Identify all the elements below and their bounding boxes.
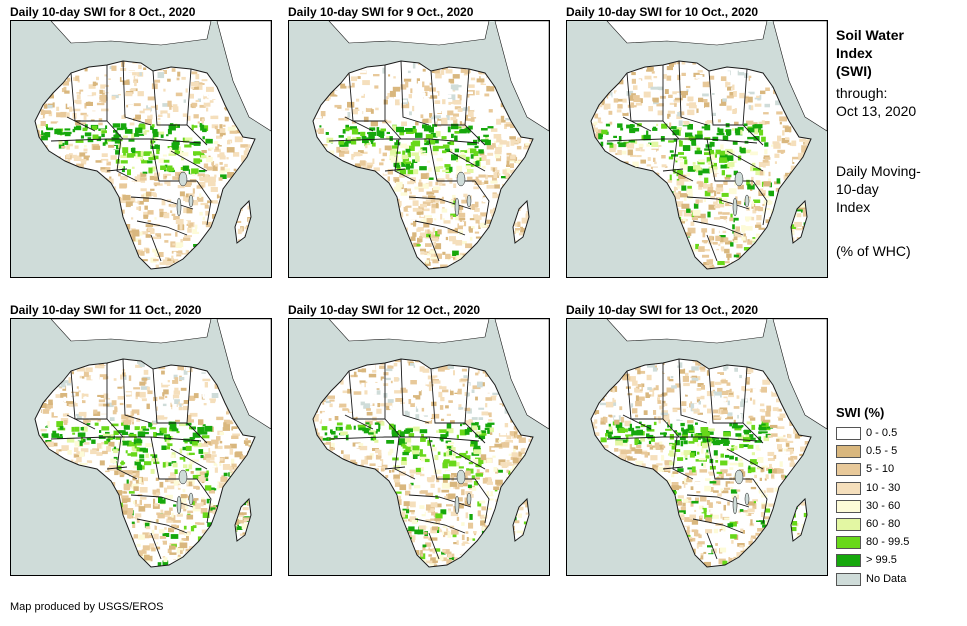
- index-title-line: Soil Water: [836, 27, 904, 43]
- legend-swatch: [836, 445, 861, 459]
- country-borders: [606, 358, 768, 560]
- legend-swatch: [836, 536, 861, 550]
- africa-swi-map: [288, 318, 550, 576]
- map-canvas: [11, 319, 271, 575]
- africa-swi-map: [10, 20, 272, 278]
- africa-swi-map: [10, 318, 272, 576]
- country-borders: [50, 60, 212, 262]
- units-label: (% of WHC): [836, 243, 911, 259]
- coastline: [312, 358, 534, 568]
- map-canvas: [289, 21, 549, 277]
- legend-label: No Data: [866, 572, 907, 585]
- madagascar-coastline: [512, 497, 530, 542]
- map-panel-oct-10: Daily 10-day SWI for 10 Oct., 2020: [566, 5, 828, 278]
- madagascar-coastline: [512, 199, 530, 244]
- europe-landmass: [606, 21, 768, 46]
- legend-label: 80 - 99.5: [866, 536, 910, 549]
- africa-swi-map: [566, 318, 828, 576]
- map-panel-oct-9: Daily 10-day SWI for 9 Oct., 2020: [288, 5, 550, 278]
- map-canvas: [11, 21, 271, 277]
- legend-label: 60 - 80: [866, 517, 901, 530]
- legend-title: SWI (%): [836, 405, 885, 420]
- coastline: [34, 358, 256, 568]
- panel-title: Daily 10-day SWI for 12 Oct., 2020: [288, 303, 481, 317]
- coastline: [590, 60, 812, 270]
- panel-title: Daily 10-day SWI for 8 Oct., 2020: [10, 5, 196, 19]
- through-date: Oct 13, 2020: [836, 103, 917, 119]
- arabia-landmass: [216, 319, 271, 430]
- legend-label: 5 - 10: [866, 463, 895, 476]
- map-panel-oct-12: Daily 10-day SWI for 12 Oct., 2020: [288, 303, 550, 576]
- legend-swatch: [836, 554, 861, 568]
- europe-landmass: [50, 21, 212, 46]
- legend-label: 30 - 60: [866, 499, 901, 512]
- map-panel-oct-11: Daily 10-day SWI for 11 Oct., 2020: [10, 303, 272, 576]
- description-line: 10-day: [836, 181, 879, 197]
- legend-label: > 99.5: [866, 554, 897, 567]
- europe-landmass: [50, 319, 212, 344]
- coastline: [590, 358, 812, 568]
- country-borders: [328, 358, 490, 560]
- legend-swatch: [836, 499, 861, 513]
- country-borders: [606, 60, 768, 262]
- index-title-line: (SWI): [836, 63, 872, 79]
- legend-label: 0 - 0.5: [866, 427, 898, 439]
- arabia-landmass: [772, 21, 827, 132]
- coastline: [34, 60, 256, 270]
- legend-label: 10 - 30: [866, 481, 901, 494]
- madagascar-coastline: [790, 497, 808, 542]
- legend-swatch: [836, 572, 861, 586]
- europe-landmass: [328, 319, 490, 344]
- map-canvas: [567, 21, 827, 277]
- index-title-line: Index: [836, 45, 873, 61]
- map-panel-oct-8: Daily 10-day SWI for 8 Oct., 2020: [10, 5, 272, 278]
- description-line: Daily Moving-: [836, 163, 921, 179]
- arabia-landmass: [494, 21, 549, 132]
- arabia-landmass: [772, 319, 827, 430]
- africa-swi-map: [288, 20, 550, 278]
- credit-footer: Map produced by USGS/EROS: [10, 601, 164, 613]
- map-canvas: [289, 319, 549, 575]
- madagascar-coastline: [234, 199, 252, 244]
- arabia-landmass: [494, 319, 549, 430]
- coastline: [312, 60, 534, 270]
- arabia-landmass: [216, 21, 271, 132]
- map-canvas: [567, 319, 827, 575]
- legend-swatch: [836, 517, 861, 531]
- madagascar-coastline: [790, 199, 808, 244]
- index-title: Soil Water Index (SWI): [836, 26, 904, 80]
- legend-label: 0.5 - 5: [866, 445, 898, 458]
- europe-landmass: [606, 319, 768, 344]
- panel-title: Daily 10-day SWI for 13 Oct., 2020: [566, 303, 759, 317]
- country-borders: [328, 60, 490, 262]
- africa-landmass: [591, 61, 811, 269]
- legend-swatch: [836, 463, 861, 477]
- europe-landmass: [328, 21, 490, 46]
- legend-swatch: [836, 481, 861, 495]
- legend-swatch: [836, 427, 861, 440]
- panel-title: Daily 10-day SWI for 10 Oct., 2020: [566, 5, 759, 19]
- description-line: Index: [836, 199, 871, 215]
- panel-title: Daily 10-day SWI for 11 Oct., 2020: [10, 303, 202, 317]
- index-description: Daily Moving- 10-day Index: [836, 162, 921, 216]
- madagascar-coastline: [234, 497, 252, 542]
- africa-landmass: [35, 61, 255, 269]
- africa-swi-map: [566, 20, 828, 278]
- through-label: through:: [836, 85, 888, 101]
- map-panel-oct-13: Daily 10-day SWI for 13 Oct., 2020: [566, 303, 828, 576]
- panel-title: Daily 10-day SWI for 9 Oct., 2020: [288, 5, 474, 19]
